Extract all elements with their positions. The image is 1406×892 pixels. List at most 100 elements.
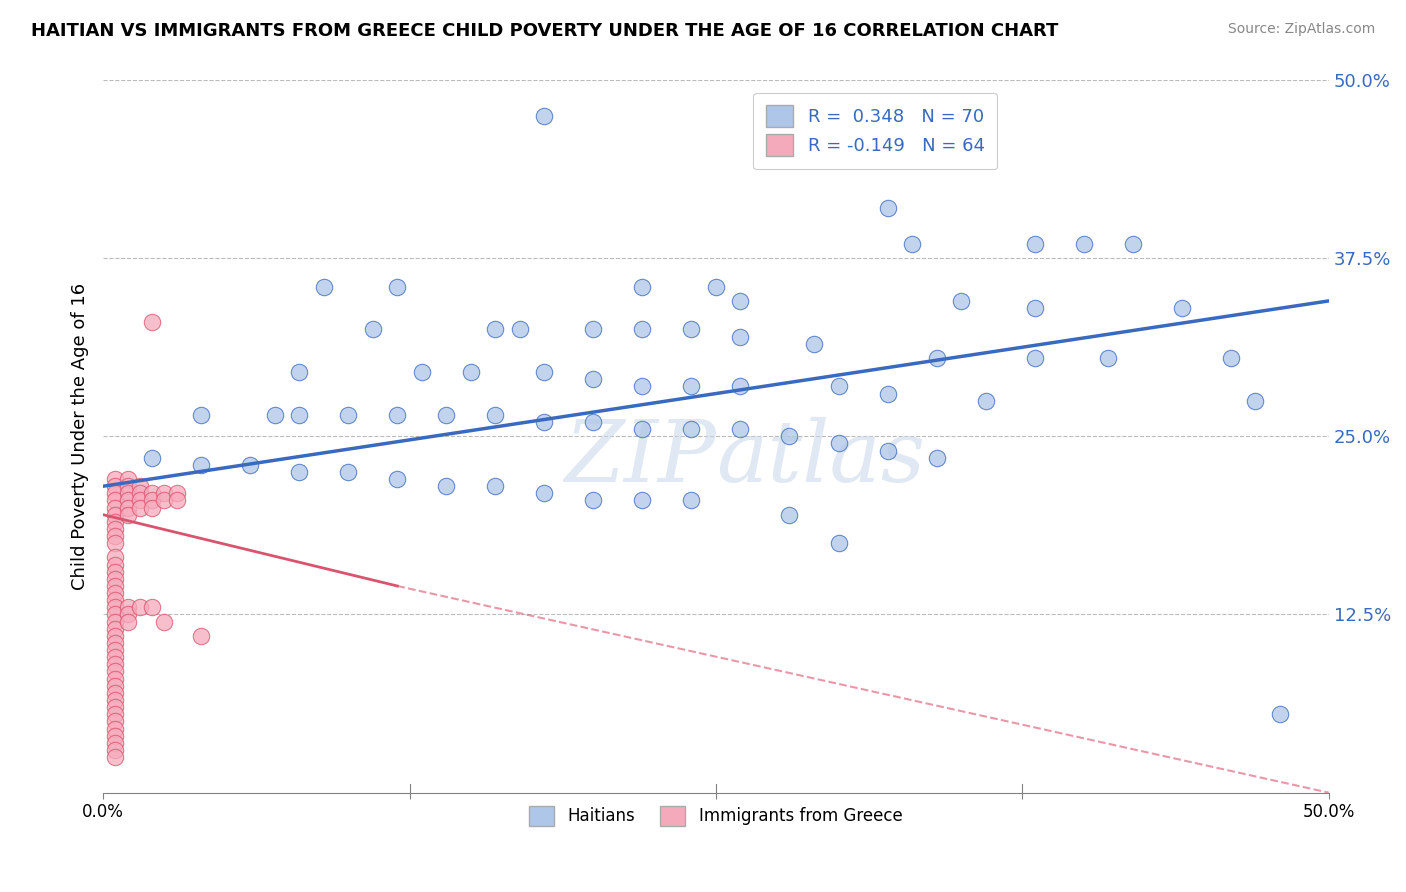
Point <box>104 650 127 665</box>
Point <box>104 550 127 565</box>
Point <box>434 479 457 493</box>
Point <box>117 615 139 629</box>
Text: ZIP: ZIP <box>564 417 716 499</box>
Point <box>631 279 654 293</box>
Point <box>141 450 163 465</box>
Point <box>533 415 555 429</box>
Point <box>166 493 188 508</box>
Point <box>582 415 605 429</box>
Point <box>104 722 127 736</box>
Point <box>104 565 127 579</box>
Point <box>681 322 703 336</box>
Point <box>104 607 127 622</box>
Text: HAITIAN VS IMMIGRANTS FROM GREECE CHILD POVERTY UNDER THE AGE OF 16 CORRELATION : HAITIAN VS IMMIGRANTS FROM GREECE CHILD … <box>31 22 1059 40</box>
Point <box>827 152 849 166</box>
Point <box>533 486 555 500</box>
Point <box>582 322 605 336</box>
Point <box>288 408 311 422</box>
Point <box>117 508 139 522</box>
Point <box>681 493 703 508</box>
Point <box>153 615 176 629</box>
Point <box>876 201 898 215</box>
Point <box>153 486 176 500</box>
Point <box>361 322 384 336</box>
Point <box>387 279 409 293</box>
Point <box>104 536 127 550</box>
Text: atlas: atlas <box>716 417 925 499</box>
Point <box>1024 351 1046 365</box>
Point <box>730 422 752 436</box>
Point <box>1244 393 1267 408</box>
Point <box>974 393 997 408</box>
Point <box>104 665 127 679</box>
Point <box>484 322 506 336</box>
Point <box>141 600 163 615</box>
Point <box>104 593 127 607</box>
Point <box>190 458 212 472</box>
Point <box>104 472 127 486</box>
Point <box>104 679 127 693</box>
Point <box>166 486 188 500</box>
Point <box>460 365 482 379</box>
Point <box>104 643 127 657</box>
Point <box>104 600 127 615</box>
Point <box>104 529 127 543</box>
Point <box>141 493 163 508</box>
Point <box>117 479 139 493</box>
Point <box>141 500 163 515</box>
Point <box>631 379 654 393</box>
Point <box>533 109 555 123</box>
Point <box>681 422 703 436</box>
Point <box>153 493 176 508</box>
Point <box>104 508 127 522</box>
Point <box>387 408 409 422</box>
Point <box>288 465 311 479</box>
Point <box>104 522 127 536</box>
Point <box>104 657 127 672</box>
Point <box>730 329 752 343</box>
Point <box>312 279 335 293</box>
Point <box>288 365 311 379</box>
Y-axis label: Child Poverty Under the Age of 16: Child Poverty Under the Age of 16 <box>72 283 89 590</box>
Point <box>190 408 212 422</box>
Point <box>631 322 654 336</box>
Point <box>730 379 752 393</box>
Point <box>411 365 433 379</box>
Point <box>129 486 152 500</box>
Point <box>582 493 605 508</box>
Point <box>533 365 555 379</box>
Point <box>117 472 139 486</box>
Point <box>104 714 127 729</box>
Point <box>117 500 139 515</box>
Point <box>827 379 849 393</box>
Point <box>104 615 127 629</box>
Point <box>1024 236 1046 251</box>
Point <box>876 443 898 458</box>
Point <box>104 707 127 722</box>
Point <box>129 493 152 508</box>
Point <box>104 729 127 743</box>
Point <box>104 743 127 757</box>
Point <box>1268 707 1291 722</box>
Point <box>104 736 127 750</box>
Point <box>104 493 127 508</box>
Point <box>827 536 849 550</box>
Point <box>1024 301 1046 315</box>
Point <box>337 408 360 422</box>
Point <box>104 479 127 493</box>
Point <box>1170 301 1192 315</box>
Point <box>104 750 127 764</box>
Point <box>950 293 973 308</box>
Point <box>104 515 127 529</box>
Legend: Haitians, Immigrants from Greece: Haitians, Immigrants from Greece <box>522 797 911 834</box>
Point <box>129 600 152 615</box>
Point <box>104 672 127 686</box>
Point <box>104 500 127 515</box>
Point <box>484 479 506 493</box>
Point <box>779 429 801 443</box>
Point <box>876 386 898 401</box>
Point <box>263 408 285 422</box>
Point <box>1097 351 1119 365</box>
Point <box>239 458 262 472</box>
Point <box>631 422 654 436</box>
